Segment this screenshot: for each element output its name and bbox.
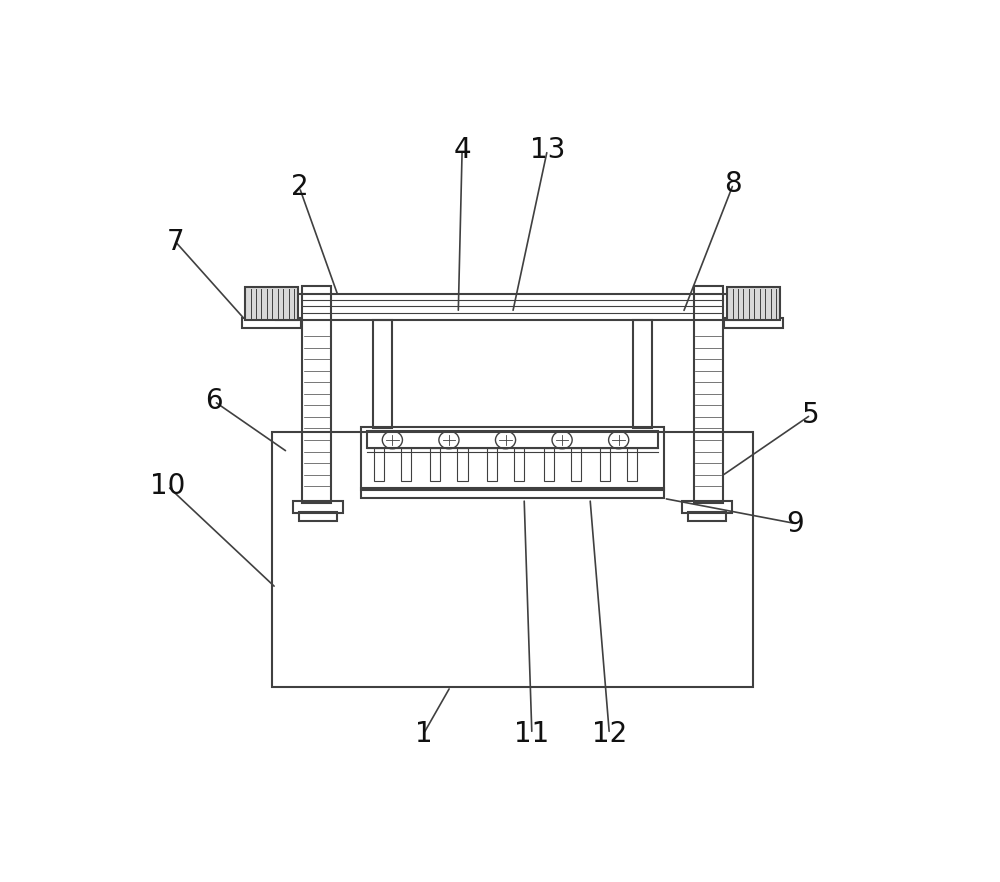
Bar — [600, 448, 610, 481]
Bar — [633, 320, 652, 429]
Text: 12: 12 — [592, 720, 627, 748]
Bar — [727, 288, 780, 320]
Bar — [571, 448, 581, 481]
Bar — [293, 501, 343, 513]
Bar — [361, 427, 664, 490]
Bar — [361, 488, 664, 498]
Bar — [302, 286, 331, 503]
Bar — [401, 448, 411, 481]
Bar — [276, 294, 749, 320]
Text: 6: 6 — [205, 387, 223, 415]
Bar — [299, 512, 337, 521]
Bar — [367, 431, 658, 448]
Bar — [272, 432, 753, 686]
Bar — [373, 320, 392, 429]
Text: 13: 13 — [530, 136, 565, 164]
Bar — [514, 448, 524, 481]
Bar — [374, 448, 384, 481]
Bar — [694, 286, 723, 503]
Bar — [724, 318, 783, 328]
Text: 10: 10 — [150, 472, 185, 500]
Text: 5: 5 — [802, 400, 820, 429]
Bar — [430, 448, 440, 481]
Bar — [245, 288, 298, 320]
Text: 2: 2 — [291, 174, 308, 201]
Bar — [242, 318, 301, 328]
Bar — [627, 448, 637, 481]
Text: 1: 1 — [415, 720, 432, 748]
Text: 9: 9 — [786, 510, 804, 537]
Text: 4: 4 — [453, 136, 471, 164]
Bar — [544, 448, 554, 481]
Bar — [487, 448, 497, 481]
Bar — [457, 448, 468, 481]
Text: 7: 7 — [167, 228, 184, 256]
Text: 8: 8 — [725, 170, 742, 198]
Text: 11: 11 — [514, 720, 550, 748]
Bar — [682, 501, 732, 513]
Bar — [688, 512, 726, 521]
